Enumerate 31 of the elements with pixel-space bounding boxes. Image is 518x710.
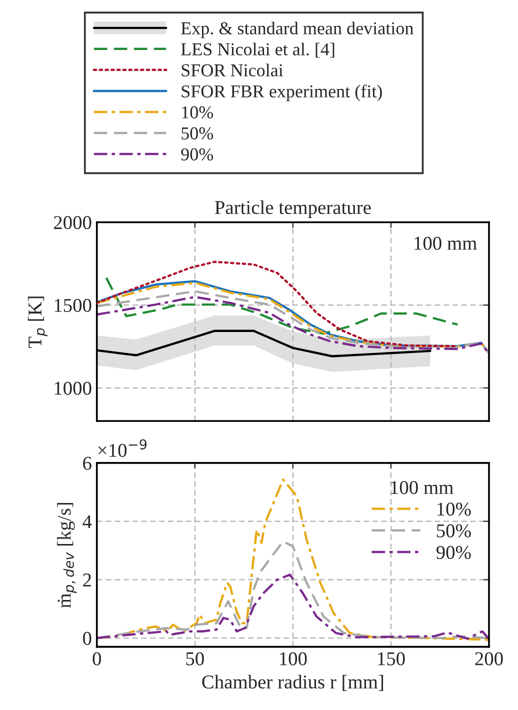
y-tick-label: 0: [83, 632, 92, 645]
x-tick-label: 100: [280, 652, 307, 666]
y-tick-label: 4: [82, 515, 92, 528]
line-series: [105, 276, 459, 335]
legend-label: LES Nicolai et al. [4]: [181, 42, 334, 58]
annotation: 100 mm: [414, 236, 477, 250]
x-tick-label: 50: [186, 652, 204, 666]
legend-label: SFOR Nicolai: [182, 64, 284, 76]
y-tick-label: 1000: [54, 382, 92, 395]
y-tick-label: 6: [83, 456, 92, 470]
y-axis-title: ṁ$_{p,dev}$ [kg/s]: [57, 503, 77, 608]
legend-label: 10%: [438, 502, 471, 516]
y-tick-label: 1500: [54, 298, 92, 312]
legend-label: 90%: [181, 148, 214, 161]
y-tick-label: 2000: [54, 216, 92, 230]
legend-label: 10%: [182, 106, 214, 119]
x-tick-label: 200: [475, 652, 503, 666]
x-axis-title: Chamber radius r [mm]: [202, 674, 384, 691]
legend-title: 100 mm: [391, 480, 454, 494]
legend-label: Exp. & standard mean deviation: [181, 22, 414, 38]
legend-label: 50%: [182, 127, 214, 140]
chart-title: Particle temperature: [214, 200, 371, 218]
legend-label: 50%: [436, 524, 471, 538]
x-tick-label: 0: [92, 652, 101, 666]
legend-label: SFOR FBR experiment (fit): [182, 84, 382, 102]
legend-label: 90%: [436, 546, 471, 560]
x-tick-label: 150: [378, 652, 405, 666]
text: ×10$^{−9}$: [98, 439, 147, 457]
y-axis-title: T$_{p}$ [K]: [28, 296, 48, 348]
line-series: [96, 574, 489, 640]
y-tick-label: 2: [83, 574, 91, 586]
